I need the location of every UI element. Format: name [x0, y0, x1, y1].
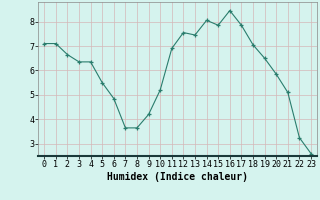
X-axis label: Humidex (Indice chaleur): Humidex (Indice chaleur) [107, 172, 248, 182]
